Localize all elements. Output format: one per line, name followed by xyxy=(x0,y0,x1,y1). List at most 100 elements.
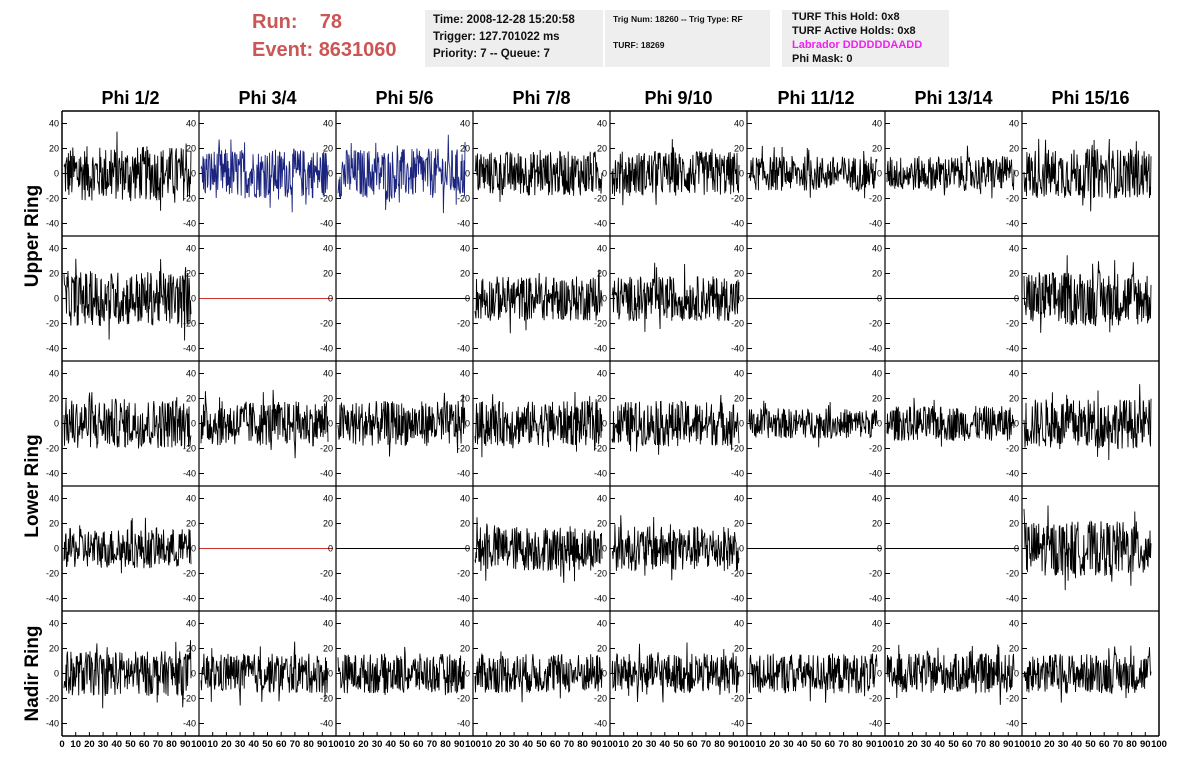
y-tick-label: 20 xyxy=(186,269,196,279)
y-tick-label: 20 xyxy=(734,144,744,154)
x-tick-label: 70 xyxy=(564,739,575,750)
x-tick-label: 90 xyxy=(180,739,191,750)
y-tick-label: 0 xyxy=(191,169,196,179)
y-tick-label: -40 xyxy=(594,219,607,229)
column-title: Phi 7/8 xyxy=(512,88,570,108)
x-tick-label: 90 xyxy=(1003,739,1014,750)
y-tick-label: -20 xyxy=(457,194,470,204)
y-tick-label: 40 xyxy=(872,619,882,629)
y-tick-label: 40 xyxy=(460,244,470,254)
waveform-trace xyxy=(337,392,466,457)
y-tick-label: 20 xyxy=(323,269,333,279)
x-tick-label: 50 xyxy=(399,739,410,750)
y-tick-label: -20 xyxy=(183,444,196,454)
y-tick-label: 40 xyxy=(734,369,744,379)
y-tick-label: -40 xyxy=(457,719,470,729)
y-tick-label: 20 xyxy=(1009,269,1019,279)
y-tick-label: 40 xyxy=(872,369,882,379)
y-tick-label: 0 xyxy=(602,544,607,554)
waveform-trace xyxy=(63,517,192,574)
y-tick-label: -20 xyxy=(869,694,882,704)
priority-text: Priority: 7 -- Queue: 7 xyxy=(433,48,550,60)
y-tick-label: 40 xyxy=(49,619,59,629)
y-tick-label: 40 xyxy=(323,369,333,379)
waveform-trace xyxy=(1023,645,1152,703)
y-tick-label: 40 xyxy=(734,244,744,254)
x-tick-label: 80 xyxy=(303,739,314,750)
y-tick-label: -40 xyxy=(320,719,333,729)
x-tick-label: 50 xyxy=(262,739,273,750)
y-tick-label: 40 xyxy=(323,119,333,129)
y-tick-label: 0 xyxy=(602,669,607,679)
x-tick-label: 80 xyxy=(577,739,588,750)
x-tick-label: 80 xyxy=(989,739,1000,750)
x-tick-label: 60 xyxy=(1099,739,1110,750)
x-tick-label: 10 xyxy=(70,739,81,750)
y-tick-label: 40 xyxy=(186,494,196,504)
y-tick-label: -20 xyxy=(457,444,470,454)
y-tick-label: -20 xyxy=(183,694,196,704)
event-row: Event: 8631060 xyxy=(252,36,397,64)
y-tick-label: 20 xyxy=(49,269,59,279)
y-tick-label: 0 xyxy=(465,544,470,554)
run-event-block: Run: 78 Event: 8631060 xyxy=(252,8,397,64)
y-tick-label: -20 xyxy=(731,194,744,204)
y-tick-label: -40 xyxy=(731,219,744,229)
y-tick-label: -40 xyxy=(731,469,744,479)
y-tick-label: -20 xyxy=(594,569,607,579)
waveform-trace xyxy=(611,642,740,703)
y-tick-label: 20 xyxy=(1009,519,1019,529)
waveform-trace xyxy=(200,139,329,213)
x-tick-label: 90 xyxy=(317,739,328,750)
x-tick-label: 80 xyxy=(714,739,725,750)
x-tick-label: 60 xyxy=(139,739,150,750)
y-tick-label: 40 xyxy=(49,244,59,254)
y-tick-label: -40 xyxy=(457,344,470,354)
y-tick-label: 0 xyxy=(739,294,744,304)
y-tick-label: -20 xyxy=(1006,444,1019,454)
waveform-trace xyxy=(1023,505,1152,591)
x-tick-label: 90 xyxy=(728,739,739,750)
y-tick-label: 20 xyxy=(597,394,607,404)
y-tick-label: -20 xyxy=(1006,694,1019,704)
y-tick-label: 20 xyxy=(872,394,882,404)
y-tick-label: 20 xyxy=(734,394,744,404)
x-tick-label: 60 xyxy=(413,739,424,750)
y-tick-label: 20 xyxy=(734,519,744,529)
y-tick-label: 0 xyxy=(465,169,470,179)
y-tick-label: -40 xyxy=(869,594,882,604)
y-tick-label: 20 xyxy=(872,519,882,529)
waveform-trace xyxy=(63,392,192,449)
y-tick-label: -40 xyxy=(46,219,59,229)
y-tick-label: 40 xyxy=(734,119,744,129)
y-tick-label: -40 xyxy=(183,594,196,604)
x-tick-label: 60 xyxy=(962,739,973,750)
y-tick-label: -40 xyxy=(594,469,607,479)
y-tick-label: 20 xyxy=(597,519,607,529)
y-tick-label: 0 xyxy=(1014,169,1019,179)
event-value: 8631060 xyxy=(318,39,397,61)
x-tick-label: 30 xyxy=(98,739,109,750)
y-tick-label: -20 xyxy=(869,444,882,454)
y-tick-label: 40 xyxy=(323,619,333,629)
y-tick-label: 0 xyxy=(877,544,882,554)
y-tick-label: -40 xyxy=(183,344,196,354)
y-tick-label: 0 xyxy=(191,669,196,679)
y-tick-label: 40 xyxy=(1009,244,1019,254)
trigger-text: Trigger: 127.701022 ms xyxy=(433,31,560,43)
y-tick-label: 0 xyxy=(191,294,196,304)
y-tick-label: -40 xyxy=(320,344,333,354)
waveform-trace xyxy=(886,644,1015,705)
x-tick-label: 90 xyxy=(454,739,465,750)
y-tick-label: -20 xyxy=(1006,319,1019,329)
x-tick-label: 80 xyxy=(1126,739,1137,750)
x-tick-label: 100 xyxy=(1151,739,1167,750)
y-tick-label: -40 xyxy=(869,344,882,354)
y-tick-label: -40 xyxy=(457,469,470,479)
y-tick-label: 40 xyxy=(597,369,607,379)
y-tick-label: -40 xyxy=(183,219,196,229)
x-tick-label: 70 xyxy=(701,739,712,750)
y-tick-label: 20 xyxy=(734,269,744,279)
y-tick-label: 0 xyxy=(54,169,59,179)
